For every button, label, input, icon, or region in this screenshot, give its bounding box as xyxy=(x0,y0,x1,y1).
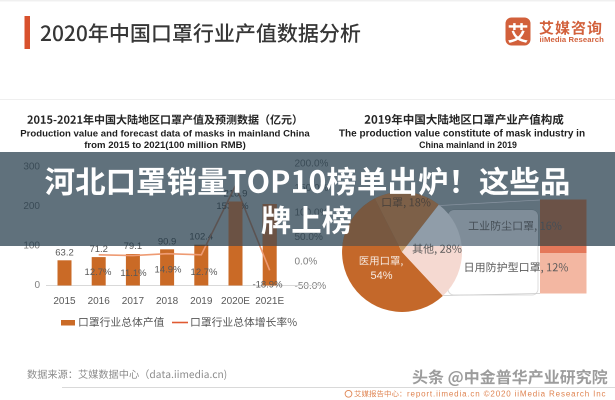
svg-text:2018: 2018 xyxy=(156,296,179,307)
svg-text:Production value and forecast: Production value and forecast data of ma… xyxy=(20,128,310,139)
svg-text:2021E: 2021E xyxy=(255,296,284,307)
svg-text:12.7%: 12.7% xyxy=(191,267,218,278)
svg-text:2015: 2015 xyxy=(53,296,76,307)
svg-text:2019: 2019 xyxy=(190,296,213,307)
svg-text:79.1: 79.1 xyxy=(124,241,143,252)
svg-text:71.2: 71.2 xyxy=(89,244,108,255)
svg-text:-18.9%: -18.9% xyxy=(252,280,283,291)
svg-text:-50.0%: -50.0% xyxy=(295,281,327,292)
svg-text:12.7%: 12.7% xyxy=(85,267,112,278)
svg-text:0: 0 xyxy=(34,280,40,291)
svg-text:0.0%: 0.0% xyxy=(295,257,318,268)
svg-text:11.1%: 11.1% xyxy=(120,268,147,279)
svg-text:report.iimedia.cn ©2020 iiMe: report.iimedia.cn ©2020 iiMedia Research… xyxy=(407,390,606,399)
svg-text:2020E: 2020E xyxy=(221,296,250,307)
svg-text:2016: 2016 xyxy=(88,296,111,307)
svg-text:iiMedia Research: iiMedia Research xyxy=(540,35,605,44)
svg-text:The production value constitut: The production value constitute of mask … xyxy=(339,128,585,139)
svg-text:63.2: 63.2 xyxy=(55,247,74,258)
svg-text:14.9%: 14.9% xyxy=(155,265,182,276)
svg-text:from 2015 to 2021(100 million: from 2015 to 2021(100 million RMB) xyxy=(84,140,246,151)
svg-text:2017: 2017 xyxy=(122,296,145,307)
svg-text:54%: 54% xyxy=(370,270,392,282)
svg-text:China mainland in 2019: China mainland in 2019 xyxy=(419,140,517,150)
